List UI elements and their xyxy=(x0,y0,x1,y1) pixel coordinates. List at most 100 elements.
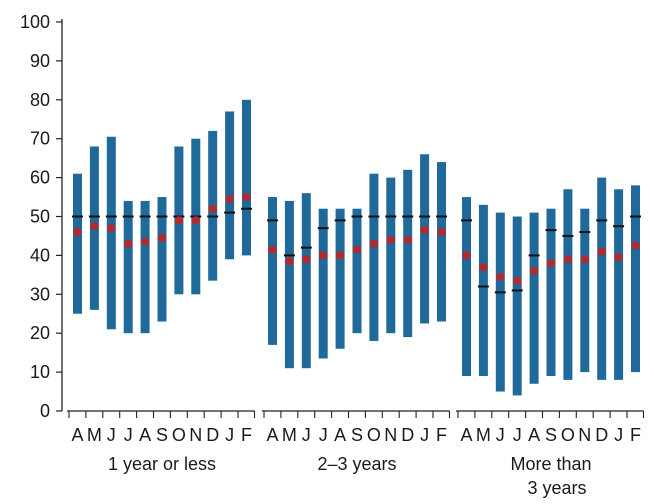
mean-marker xyxy=(157,233,167,243)
month-label: A xyxy=(334,425,346,445)
range-bar xyxy=(352,208,362,334)
month-label: A xyxy=(460,425,472,445)
mean-marker xyxy=(479,262,488,272)
mean-marker xyxy=(242,192,251,202)
range-bar xyxy=(462,197,471,376)
range-bar xyxy=(386,177,396,334)
month-label: J xyxy=(319,425,328,445)
month-label: N xyxy=(578,425,591,445)
range-bar xyxy=(437,162,446,322)
month-label: D xyxy=(206,425,219,445)
mean-marker xyxy=(302,255,311,264)
range-bar xyxy=(420,154,430,324)
y-tick-label: 90 xyxy=(30,51,50,71)
y-axis: 0 10 20 30 40 50 60 70 80 90 100 xyxy=(20,12,63,421)
month-label: F xyxy=(436,425,447,445)
y-tick-label: 30 xyxy=(30,284,50,304)
mean-marker xyxy=(386,235,395,245)
mean-marker xyxy=(529,266,539,276)
mean-marker xyxy=(546,258,556,268)
group-label: 1 year or less xyxy=(108,454,216,474)
range-bar xyxy=(478,204,488,376)
group-label: 2–3 years xyxy=(317,454,396,474)
mean-marker xyxy=(496,272,505,281)
mean-marker xyxy=(319,251,328,260)
month-label: M xyxy=(87,425,102,445)
month-label: S xyxy=(545,425,557,445)
mean-marker xyxy=(225,194,234,204)
range-bar xyxy=(546,208,556,376)
y-tick-label: 80 xyxy=(30,90,50,110)
range-bar xyxy=(597,177,607,380)
mean-marker xyxy=(597,247,606,256)
range-bar xyxy=(403,169,413,338)
range-bar xyxy=(529,212,539,384)
mean-marker xyxy=(631,241,640,250)
mean-marker xyxy=(208,204,217,213)
range-bar xyxy=(284,200,294,369)
y-tick-label: 40 xyxy=(30,245,50,265)
mean-marker xyxy=(352,245,362,254)
y-tick-label: 0 xyxy=(40,401,50,421)
month-label: A xyxy=(528,425,540,445)
group-label: 3 years xyxy=(527,478,586,498)
range-bar xyxy=(563,189,573,380)
y-tick-label: 50 xyxy=(30,207,50,227)
range-bar xyxy=(580,208,590,373)
mean-marker xyxy=(73,227,82,237)
y-tick-label: 20 xyxy=(30,323,50,343)
mean-marker xyxy=(403,235,412,245)
month-label: J xyxy=(614,425,623,445)
mean-marker xyxy=(513,276,522,285)
mean-marker xyxy=(90,222,99,231)
range-bar xyxy=(268,197,277,345)
month-label: J xyxy=(107,425,116,445)
range-bar xyxy=(157,197,167,322)
range-bar xyxy=(225,111,235,260)
mean-marker xyxy=(174,216,184,225)
mean-marker xyxy=(285,257,294,266)
range-bar xyxy=(614,189,624,380)
range-bar xyxy=(631,185,640,373)
month-label: N xyxy=(384,425,397,445)
month-label: J xyxy=(302,425,311,445)
month-label: O xyxy=(367,425,381,445)
month-label: A xyxy=(266,425,278,445)
range-bar xyxy=(106,136,116,330)
month-label: D xyxy=(401,425,414,445)
month-label: S xyxy=(351,425,363,445)
month-label: N xyxy=(189,425,202,445)
month-label: F xyxy=(241,425,252,445)
y-tick-label: 10 xyxy=(30,362,50,382)
mean-marker xyxy=(140,237,150,246)
mean-marker xyxy=(124,239,133,248)
mean-marker xyxy=(462,251,471,260)
mean-marker xyxy=(335,251,345,260)
range-bar xyxy=(242,99,251,256)
range-bar xyxy=(73,173,82,314)
month-label: M xyxy=(476,425,491,445)
mean-marker xyxy=(580,255,589,264)
mean-marker xyxy=(563,255,573,264)
mean-marker xyxy=(614,253,623,262)
month-label: J xyxy=(124,425,133,445)
mean-marker xyxy=(191,216,200,225)
month-label: F xyxy=(630,425,641,445)
range-bar xyxy=(495,212,505,392)
mean-marker xyxy=(369,239,379,248)
y-tick-label: 60 xyxy=(30,168,50,188)
month-label: J xyxy=(225,425,234,445)
mean-marker xyxy=(420,225,429,235)
mean-marker xyxy=(437,227,446,237)
mean-marker xyxy=(107,223,116,233)
y-tick-label: 70 xyxy=(30,129,50,149)
range-bar xyxy=(301,193,311,369)
month-label: A xyxy=(139,425,151,445)
month-label: O xyxy=(172,425,186,445)
range-bar xyxy=(369,173,379,341)
group-label: More than xyxy=(510,454,591,474)
range-bar xyxy=(335,208,345,349)
month-label: J xyxy=(496,425,505,445)
